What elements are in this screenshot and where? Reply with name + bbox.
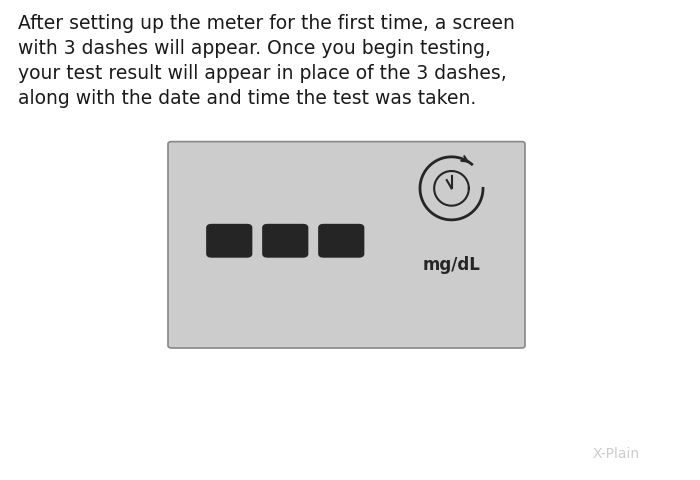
FancyBboxPatch shape — [206, 224, 252, 258]
FancyBboxPatch shape — [168, 142, 525, 348]
Text: After setting up the meter for the first time, a screen
with 3 dashes will appea: After setting up the meter for the first… — [18, 14, 514, 108]
Text: X-Plain: X-Plain — [592, 447, 640, 461]
FancyBboxPatch shape — [262, 224, 308, 258]
Text: mg/dL: mg/dL — [423, 256, 480, 274]
FancyBboxPatch shape — [318, 224, 364, 258]
